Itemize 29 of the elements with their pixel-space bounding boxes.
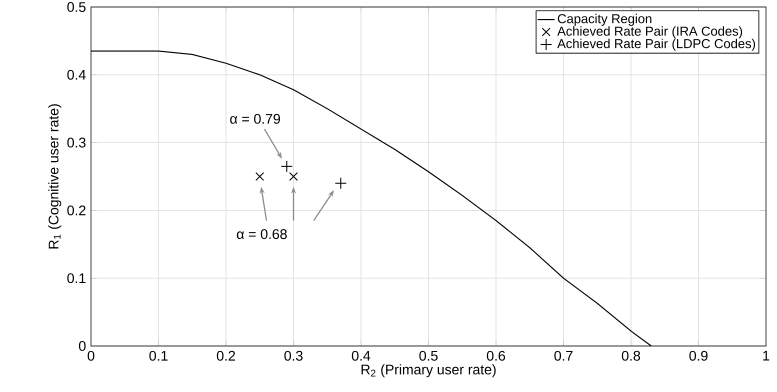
x-tick-label: 0	[88, 350, 94, 361]
x-tick-label: 0.8	[622, 350, 640, 361]
y-tick-label: 0.3	[67, 138, 86, 148]
point	[289, 172, 298, 181]
x-tick-label: 0.3	[284, 350, 303, 361]
x-tick-label: 0.4	[352, 350, 370, 361]
legend-label: Achieved Rate Pair (IRA Codes)	[557, 26, 742, 38]
x-tick-label: 0.7	[554, 350, 573, 361]
point	[255, 172, 264, 181]
y-tick-label: 0.4	[67, 70, 86, 80]
annotation: α = 0.68	[236, 229, 287, 240]
x-axis-title: R$_{2}$ (Primary user rate)	[362, 364, 496, 378]
line-series	[91, 50, 652, 346]
x-tick-label: 0.1	[149, 350, 168, 361]
y-tick-label: 0.1	[67, 273, 86, 284]
y-tick-label: 0.2	[67, 205, 86, 216]
x-tick-label: 0.9	[689, 350, 708, 361]
y-axis-title: R$_{1}$ (Cognitive user rate)	[48, 104, 62, 248]
y-tick-label: 0.5	[67, 2, 86, 12]
x-tick-label: 1	[763, 350, 770, 360]
legend-label: Achieved Rate Pair (LDPC Codes)	[557, 38, 756, 51]
point	[334, 177, 347, 190]
y-tick-label: 0	[78, 341, 86, 351]
x-tick-label: 0.5	[419, 350, 438, 361]
x-tick-label: 0.6	[486, 350, 506, 361]
legend-label: Capacity Region	[558, 14, 652, 26]
point	[280, 160, 293, 172]
x-tick-label: 0.2	[216, 350, 236, 361]
annotation: α = 0.79	[230, 114, 280, 124]
